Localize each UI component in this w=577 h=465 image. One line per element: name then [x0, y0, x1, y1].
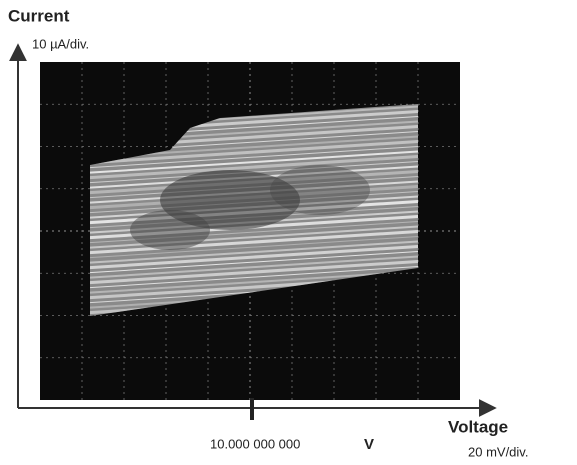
- trace-line: [90, 265, 418, 289]
- marker-unit: V: [364, 436, 374, 453]
- trace-line: [90, 145, 418, 169]
- trace-line: [90, 150, 418, 174]
- y-axis-scale: 10 µA/div.: [32, 36, 89, 51]
- trace-line: [90, 259, 418, 285]
- trace-line: [90, 154, 418, 180]
- trace-line: [90, 270, 418, 294]
- y-axis-label: Current: [8, 6, 70, 25]
- trace-line: [90, 225, 418, 249]
- trace-line: [90, 250, 418, 274]
- trace-line: [90, 229, 418, 255]
- trace-line: [90, 139, 418, 165]
- trace-line: [90, 240, 418, 264]
- trace-line: [90, 255, 418, 279]
- marker-value: 10.000 000 000: [210, 436, 300, 451]
- x-axis-label: Voltage: [448, 417, 508, 436]
- trace-line: [90, 235, 418, 259]
- trace-line: [90, 244, 418, 270]
- x-axis-scale: 20 mV/div.: [468, 444, 528, 459]
